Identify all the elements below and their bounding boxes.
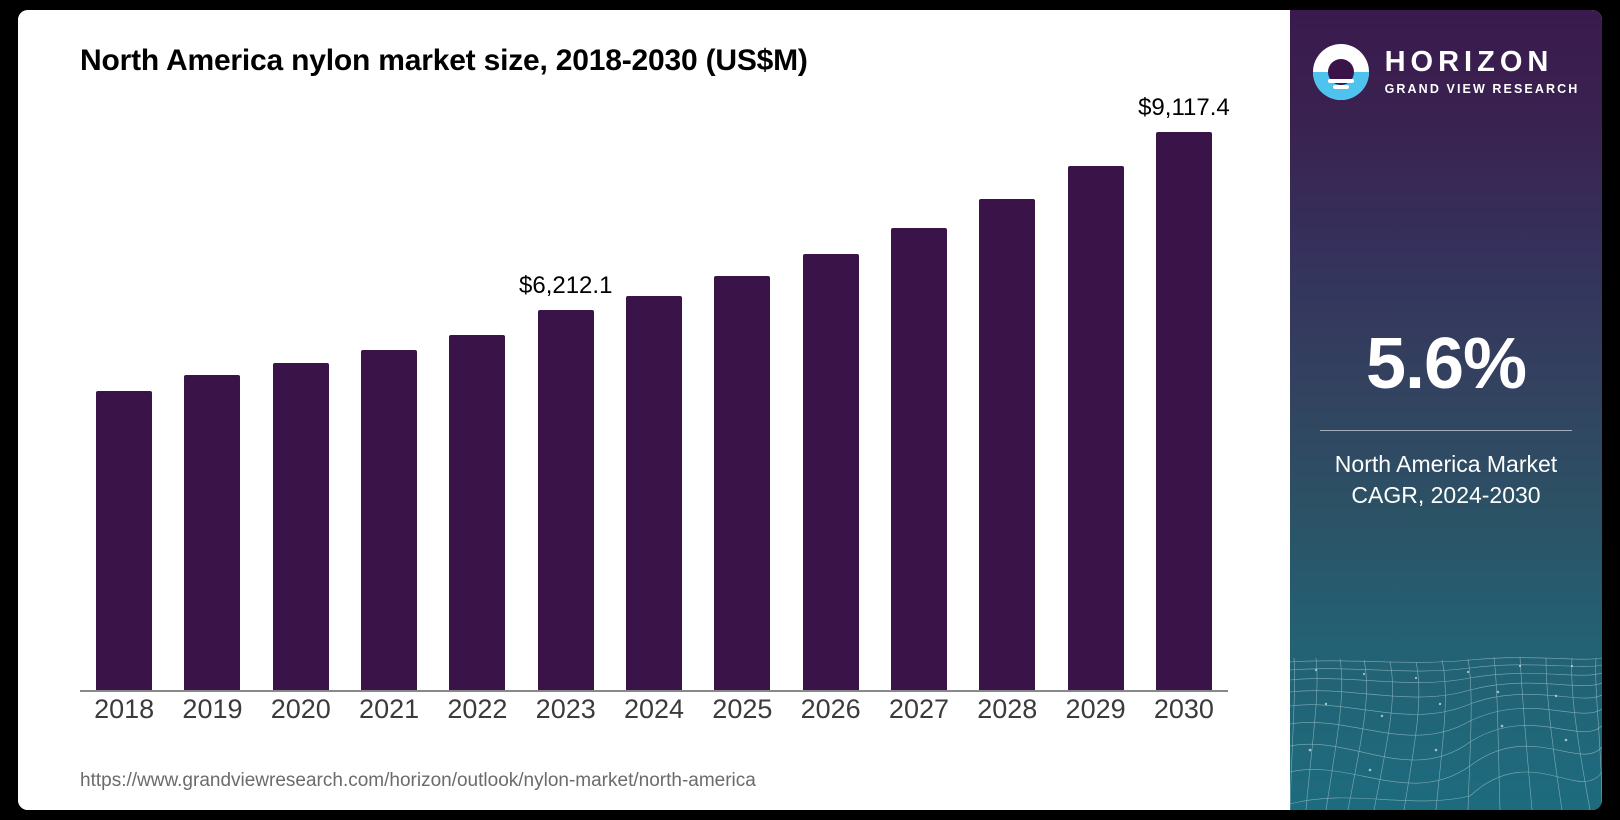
bar[interactable] <box>1155 132 1212 690</box>
bar-slot <box>787 102 875 690</box>
bar[interactable] <box>537 310 594 690</box>
bar-slot <box>1051 102 1139 690</box>
logo-line-2 <box>1332 85 1349 90</box>
source-url[interactable]: https://www.grandviewresearch.com/horizo… <box>80 770 756 791</box>
bar-slot: $9,117.4 <box>1138 94 1230 690</box>
bar[interactable] <box>714 276 771 690</box>
bar-slot <box>698 102 786 690</box>
logo-wordmark: HORIZON <box>1384 46 1554 79</box>
x-axis-tick-2023: 2023 <box>535 694 596 724</box>
x-axis-tick-2030: 2030 <box>1153 694 1214 724</box>
wireframe-mesh-decoration <box>1290 656 1602 810</box>
bar-slot <box>963 102 1051 690</box>
bar-slot <box>610 102 698 690</box>
cagr-caption-line-2: CAGR, 2024-2030 <box>1351 482 1541 509</box>
logo-line-1 <box>1327 78 1354 83</box>
horizon-logo-text: HORIZON GRAND VIEW RESEARCH <box>1385 48 1580 96</box>
x-axis-tick-2025: 2025 <box>712 694 773 724</box>
chart-card: North America nylon market size, 2018-20… <box>18 10 1602 810</box>
bar[interactable] <box>979 199 1036 690</box>
bar-value-label: $6,212.1 <box>519 272 613 299</box>
x-axis-tick-2029: 2029 <box>1065 694 1126 724</box>
cagr-highlight: 5.6% North America Market CAGR, 2024-203… <box>1290 328 1602 511</box>
bar[interactable] <box>96 391 153 690</box>
x-axis-tick-2020: 2020 <box>270 694 331 724</box>
chart-panel: North America nylon market size, 2018-20… <box>18 10 1290 810</box>
horizon-logo-icon <box>1312 44 1369 100</box>
bar[interactable] <box>1067 166 1124 690</box>
bar-slot <box>433 102 521 690</box>
bar-slot: $6,212.1 <box>519 102 612 690</box>
x-axis-line <box>80 690 1228 692</box>
bar-slot <box>875 102 963 690</box>
bar-value-label: $9,117.4 <box>1138 94 1230 121</box>
x-axis-tick-2022: 2022 <box>447 694 508 724</box>
bar-series: $6,212.1 $9,117.4 <box>80 94 1230 690</box>
bar[interactable] <box>449 335 506 690</box>
horizon-logo: HORIZON GRAND VIEW RESEARCH <box>1290 32 1602 112</box>
cagr-caption: North America Market CAGR, 2024-2030 <box>1290 449 1602 511</box>
bar[interactable] <box>361 350 418 690</box>
x-axis-tick-2021: 2021 <box>359 694 420 724</box>
bar-slot <box>168 102 256 690</box>
x-axis-tick-2026: 2026 <box>800 694 861 724</box>
bar[interactable] <box>802 254 859 690</box>
x-axis-tick-2018: 2018 <box>94 694 155 724</box>
bar-slot <box>257 102 345 690</box>
bar[interactable] <box>626 296 683 690</box>
bar[interactable] <box>890 228 947 690</box>
cagr-value: 5.6% <box>1365 324 1527 404</box>
x-axis-tick-2019: 2019 <box>182 694 243 724</box>
bar-slot <box>345 102 433 690</box>
plot-area: $6,212.1 $9,117.4 <box>80 94 1230 692</box>
x-axis-tick-2024: 2024 <box>623 694 685 724</box>
chart-title: North America nylon market size, 2018-20… <box>80 44 808 77</box>
brand-sidebar: HORIZON GRAND VIEW RESEARCH 5.6% North A… <box>1290 10 1602 810</box>
x-axis-tick-2028: 2028 <box>977 694 1038 724</box>
x-axis-tick-2027: 2027 <box>888 694 949 724</box>
bar[interactable] <box>184 375 241 690</box>
logo-subtitle: GRAND VIEW RESEARCH <box>1384 82 1580 97</box>
bar-slot <box>80 102 168 690</box>
x-axis-tick-labels: 2018 2019 2020 2021 2022 2023 2024 2025 2026 2027… <box>80 694 1228 725</box>
cagr-divider <box>1320 430 1572 431</box>
cagr-caption-line-1: North America Market <box>1334 451 1558 477</box>
bar[interactable] <box>272 363 329 690</box>
